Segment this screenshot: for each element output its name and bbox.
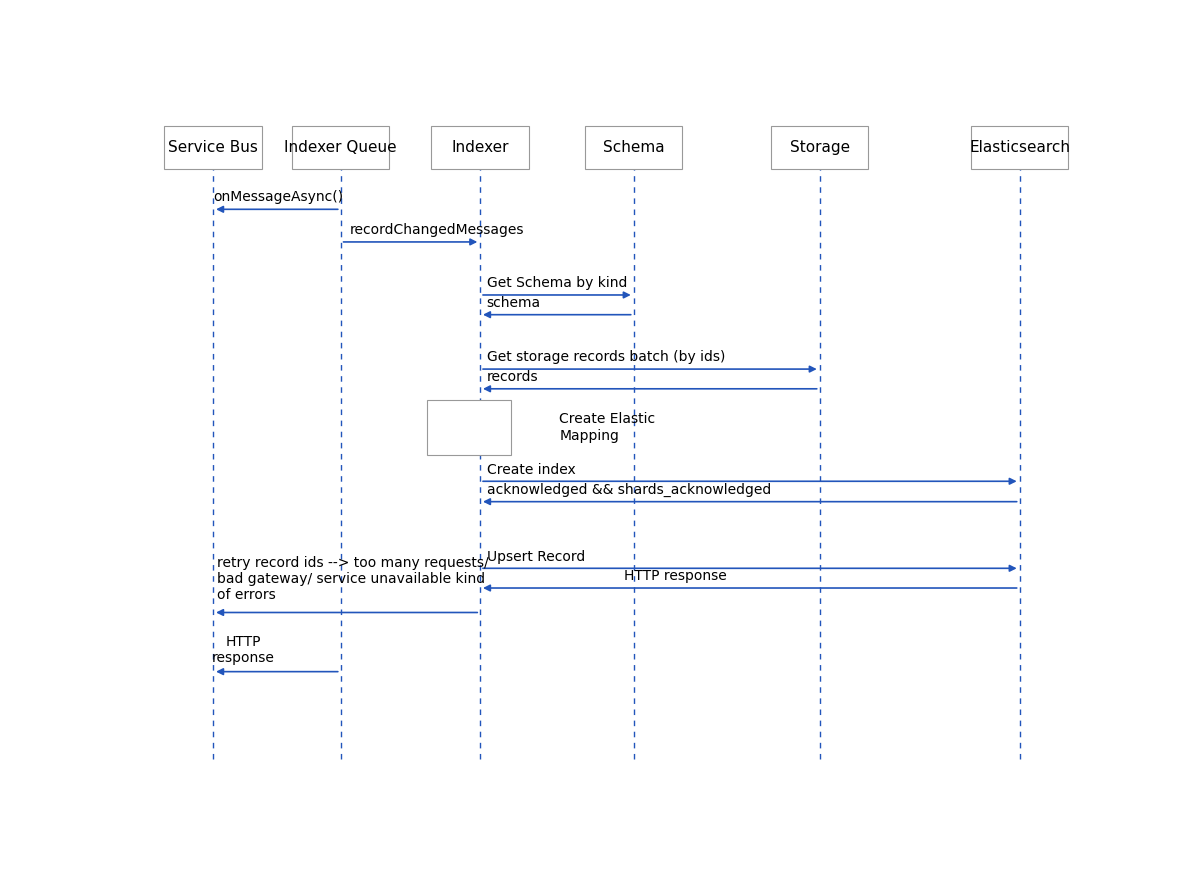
Text: Indexer Queue: Indexer Queue — [284, 140, 397, 155]
Text: HTTP response: HTTP response — [624, 570, 727, 584]
Text: Create index: Create index — [487, 463, 576, 477]
Text: HTTP
response: HTTP response — [211, 635, 275, 665]
Bar — [427, 400, 511, 455]
Text: recordChangedMessages: recordChangedMessages — [350, 223, 524, 238]
Text: onMessageAsync(): onMessageAsync() — [214, 190, 343, 204]
Text: schema: schema — [487, 296, 541, 310]
Text: Get storage records batch (by ids): Get storage records batch (by ids) — [487, 351, 725, 365]
Bar — [431, 126, 529, 169]
Text: Schema: Schema — [602, 140, 665, 155]
Bar — [292, 126, 390, 169]
Bar — [584, 126, 683, 169]
Bar — [770, 126, 869, 169]
Text: Indexer: Indexer — [451, 140, 509, 155]
Text: Storage: Storage — [790, 140, 850, 155]
Text: acknowledged && shards_acknowledged: acknowledged && shards_acknowledged — [487, 483, 770, 497]
Text: Create Elastic
Mapping: Create Elastic Mapping — [559, 412, 655, 442]
Bar — [971, 126, 1068, 169]
Text: records: records — [487, 370, 539, 384]
Text: Elasticsearch: Elasticsearch — [970, 140, 1070, 155]
Text: retry record ids --> too many requests/
bad gateway/ service unavailable kind
of: retry record ids --> too many requests/ … — [217, 556, 488, 602]
Text: Upsert Record: Upsert Record — [487, 549, 584, 563]
Text: Get Schema by kind: Get Schema by kind — [487, 276, 628, 291]
Text: Service Bus: Service Bus — [168, 140, 258, 155]
Bar — [164, 126, 262, 169]
